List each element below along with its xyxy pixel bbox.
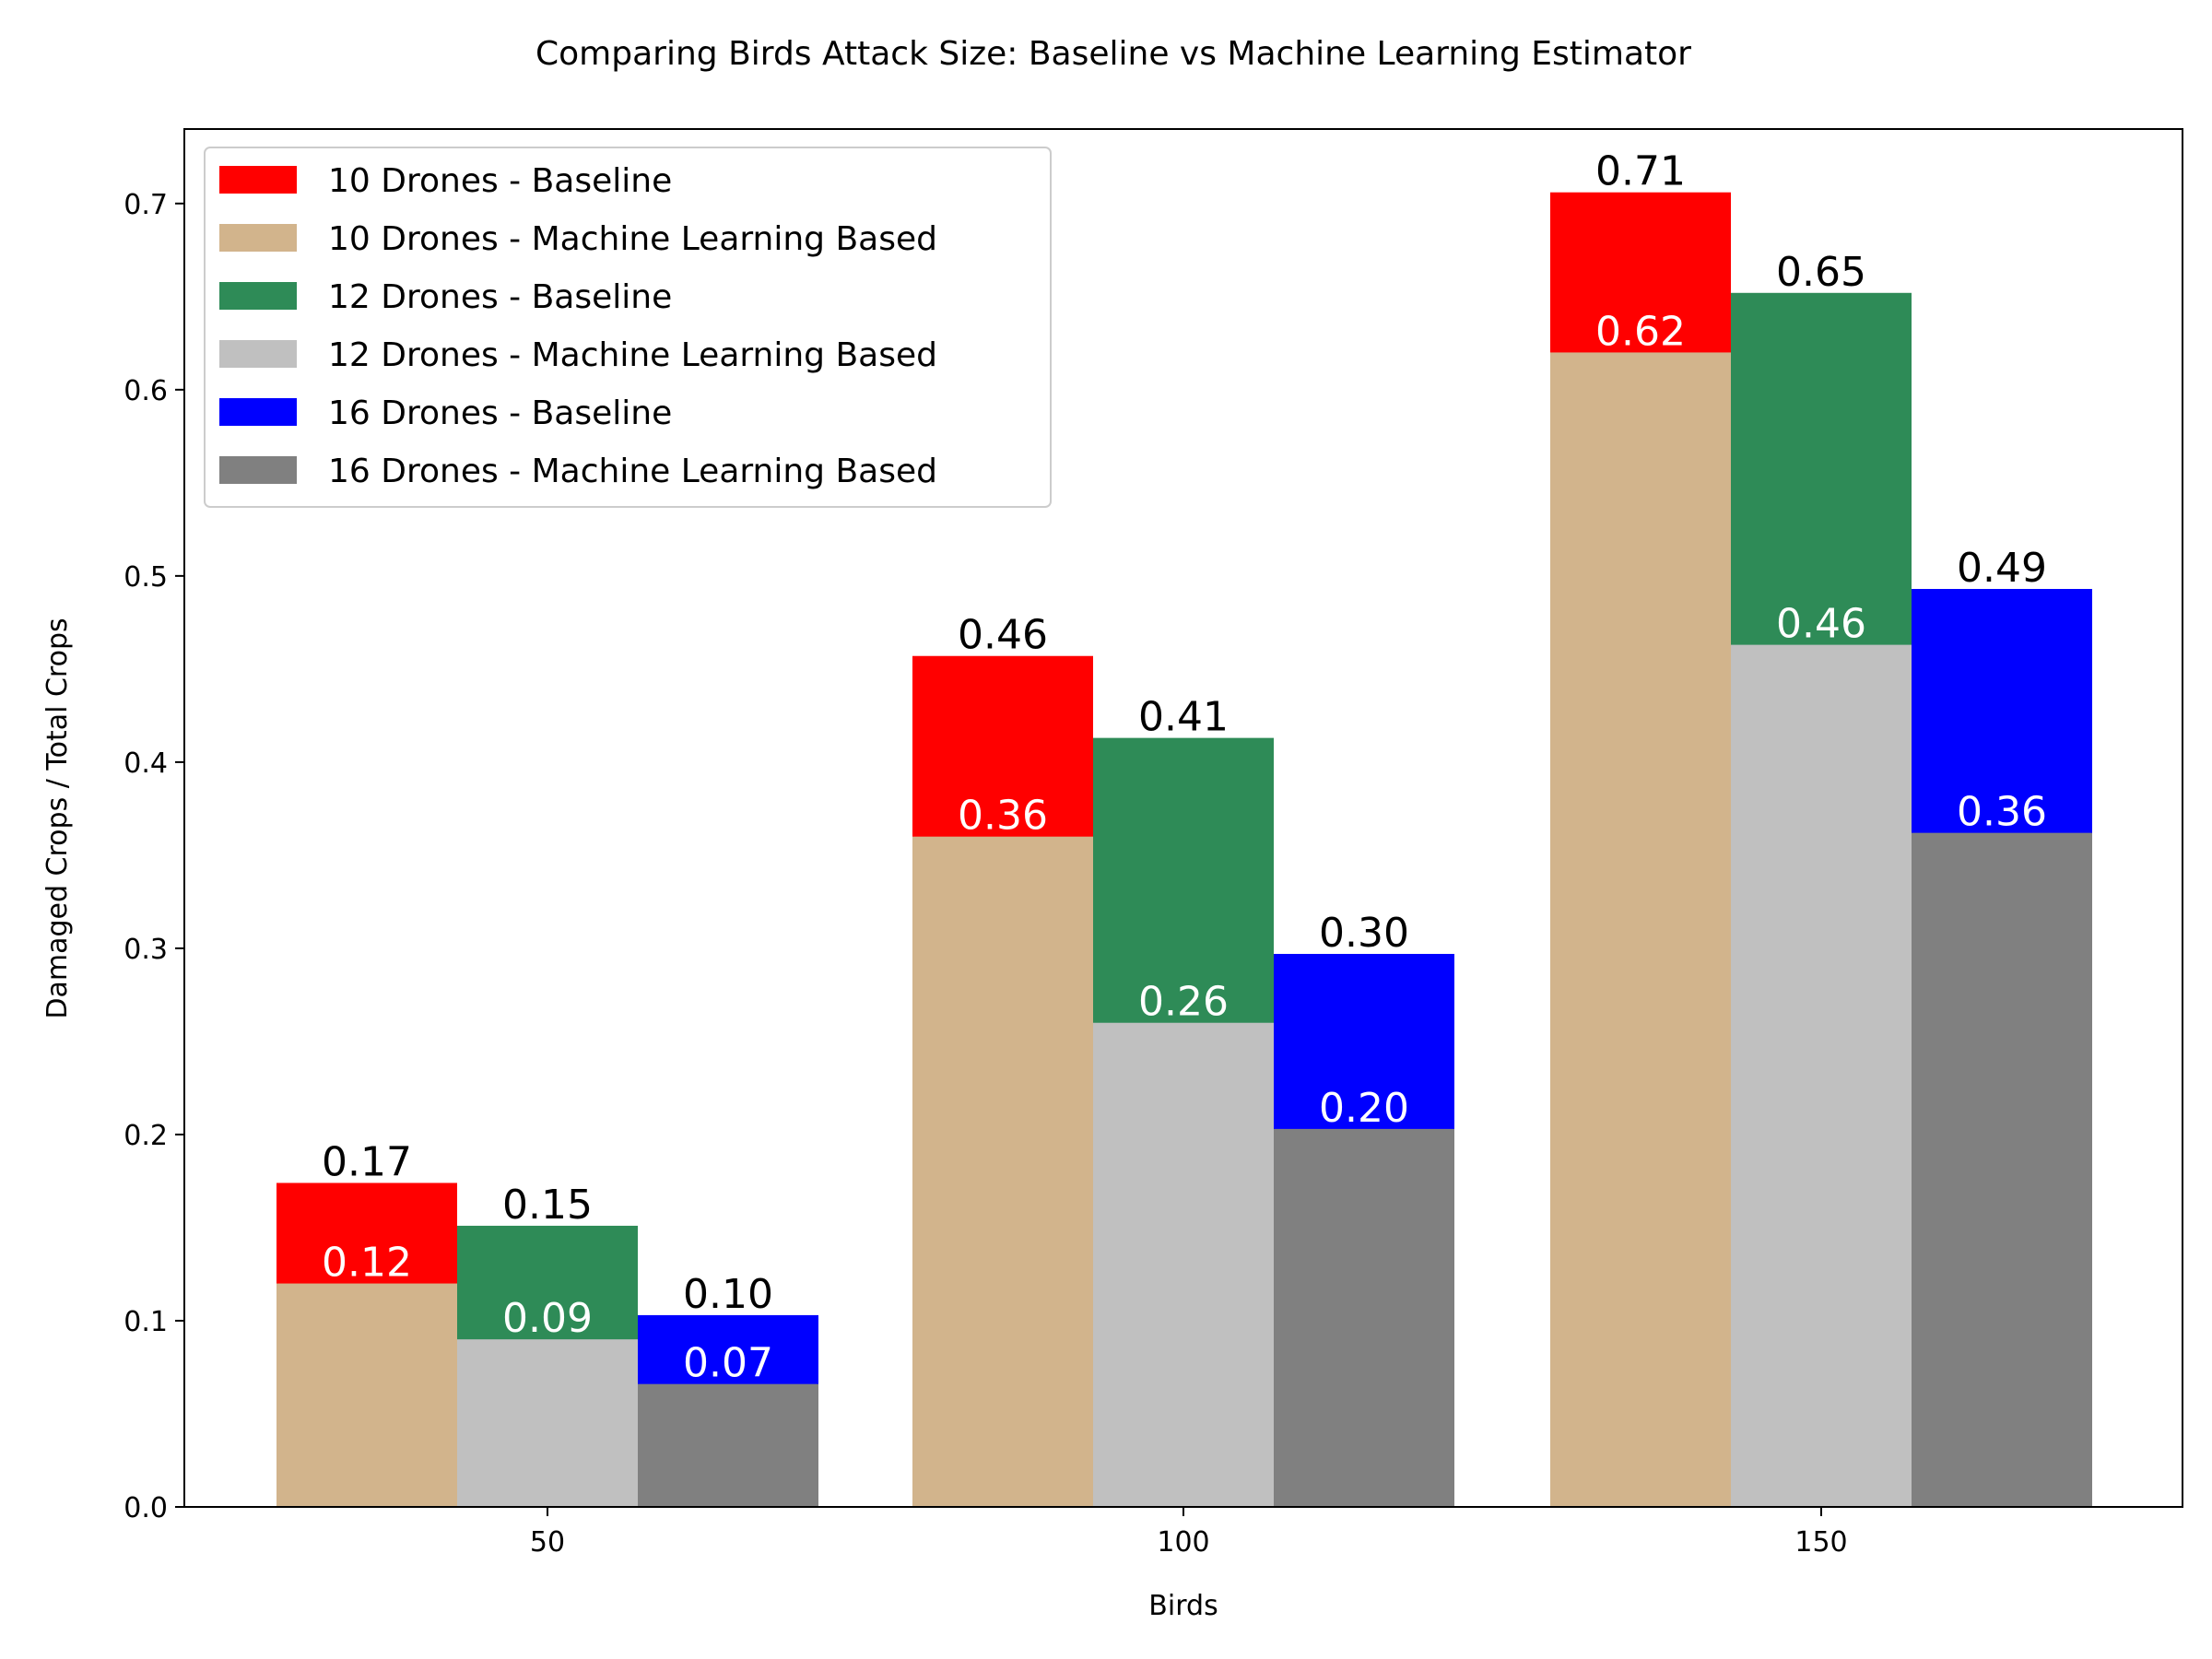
x-tick-label: 100 (1157, 1526, 1209, 1559)
data-label-baseline: 0.49 (1957, 545, 2047, 592)
y-tick-label: 0.0 (124, 1492, 168, 1524)
data-label-baseline: 0.17 (322, 1138, 412, 1185)
legend-label: 10 Drones - Baseline (328, 162, 672, 200)
bar-ml-g1-50 (457, 1339, 638, 1507)
x-axis-label: Birds (1148, 1590, 1218, 1622)
bar-ml-g0-150 (1550, 352, 1731, 1508)
x-tick-label: 50 (530, 1526, 565, 1559)
legend-label: 16 Drones - Machine Learning Based (328, 453, 937, 490)
x-axis: 50 100 150 (530, 1507, 1848, 1559)
legend: 10 Drones - Baseline 10 Drones - Machine … (204, 147, 1052, 508)
data-label-ml: 0.46 (1776, 601, 1866, 648)
legend-swatch (219, 340, 297, 368)
legend-swatch (219, 282, 297, 310)
data-label-ml: 0.12 (322, 1240, 412, 1287)
y-axis-label: Damaged Crops / Total Crops (41, 618, 74, 1018)
legend-swatch (219, 166, 297, 194)
legend-label: 12 Drones - Baseline (328, 278, 672, 316)
y-tick-label: 0.2 (124, 1120, 168, 1152)
x-tick-label: 150 (1794, 1526, 1847, 1559)
data-label-baseline: 0.71 (1595, 148, 1686, 195)
bar-ml-g1-150 (1731, 644, 1912, 1507)
bar-ml-g0-100 (912, 836, 1093, 1507)
data-label-baseline: 0.41 (1138, 694, 1229, 741)
bars (276, 192, 2092, 1508)
bar-ml-g2-150 (1912, 832, 2092, 1507)
data-label-ml: 0.36 (1957, 789, 2047, 836)
legend-label: 12 Drones - Machine Learning Based (328, 336, 937, 374)
data-label-ml: 0.62 (1595, 308, 1686, 355)
chart-title: Comparing Birds Attack Size: Baseline vs… (535, 35, 1691, 73)
data-label-ml: 0.07 (683, 1340, 773, 1387)
y-axis: 0.0 0.1 0.2 0.3 0.4 0.5 0.6 0.7 (124, 189, 184, 1524)
data-label-ml: 0.20 (1319, 1085, 1409, 1132)
legend-swatch (219, 456, 297, 484)
bar-ml-g0-50 (276, 1283, 457, 1507)
data-label-ml: 0.26 (1138, 979, 1229, 1026)
y-tick-label: 0.4 (124, 747, 168, 780)
y-tick-label: 0.3 (124, 934, 168, 966)
data-label-ml: 0.09 (502, 1295, 593, 1342)
data-label-baseline: 0.65 (1776, 249, 1866, 296)
legend-label: 16 Drones - Baseline (328, 394, 672, 432)
y-tick-label: 0.5 (124, 561, 168, 594)
value-labels: 0.17 0.12 0.46 0.36 0.71 0.62 0.15 0.09 0.41 0.26… (322, 148, 2047, 1387)
bar-ml-g1-100 (1093, 1022, 1274, 1507)
legend-label: 10 Drones - Machine Learning Based (328, 220, 937, 258)
bar-ml-g2-50 (638, 1383, 818, 1507)
bar-ml-g2-100 (1274, 1128, 1454, 1507)
y-tick-label: 0.7 (124, 189, 168, 221)
y-tick-label: 0.6 (124, 375, 168, 407)
legend-swatch (219, 398, 297, 426)
data-label-baseline: 0.46 (958, 612, 1048, 659)
y-tick-label: 0.1 (124, 1306, 168, 1338)
data-label-baseline: 0.30 (1319, 910, 1409, 957)
data-label-baseline: 0.10 (683, 1271, 773, 1318)
legend-swatch (219, 224, 297, 252)
data-label-baseline: 0.15 (502, 1182, 593, 1229)
legend-box (204, 147, 1052, 508)
data-label-ml: 0.36 (958, 793, 1048, 840)
